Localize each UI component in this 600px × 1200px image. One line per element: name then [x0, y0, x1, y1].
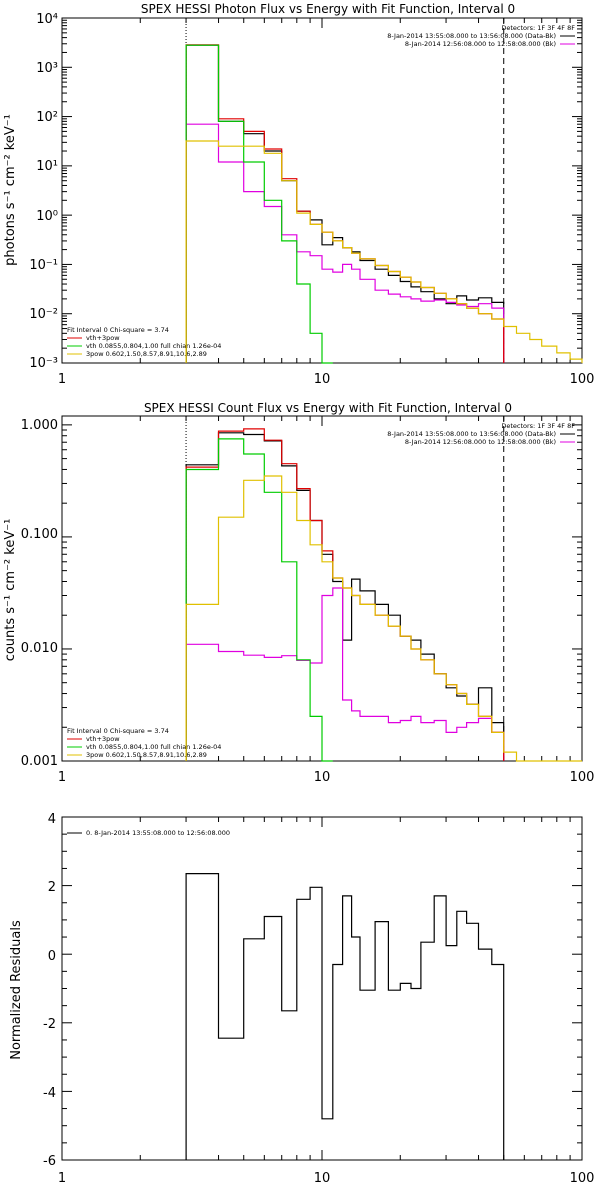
residuals-y-tick-neg4: -4 [43, 1086, 56, 1101]
count-series-bk [185, 587, 505, 761]
count-legend-detectors: Detectors: 1F 3F 4F 8F [501, 422, 575, 430]
count-y-tick-1.000: 1.000 [21, 418, 58, 433]
residuals-y-tick-neg2: -2 [43, 1017, 56, 1032]
count-y-tick-0.100: 0.100 [21, 527, 58, 542]
photon-series-data-bk [185, 44, 505, 363]
photon-series-3pow [185, 140, 583, 363]
residuals-y-axis-label: Normalized Residuals [9, 920, 24, 1060]
count-series-3pow [185, 475, 582, 762]
count-y-tick-0.010: 0.010 [21, 641, 58, 656]
photon-y-tick-1e2: 10² [36, 110, 58, 125]
count-y-axis-label: counts s⁻¹ cm⁻² keV⁻¹ [3, 519, 18, 662]
photon-y-axis-label: photons s⁻¹ cm⁻² keV⁻¹ [3, 114, 18, 266]
count-series-data-bk [185, 432, 505, 761]
photon-legend-vth: vth 0.0855,0.804,1.00 full chian 1.26e-0… [86, 342, 221, 350]
residuals-y-tick-2: 2 [48, 880, 56, 895]
photon-series-vth-3pow [185, 44, 505, 363]
residuals-y-tick-neg6: -6 [43, 1154, 56, 1169]
photon-y-tick-1e0: 10⁰ [36, 209, 58, 224]
photon-y-tick-1e-1: 10⁻¹ [29, 258, 58, 273]
count-x-tick-10: 10 [314, 770, 331, 785]
count-flux-panel: SPEX HESSI Count Flux vs Energy with Fit… [3, 401, 594, 785]
residuals-x-tick-100: 100 [570, 1171, 595, 1186]
count-series-vth-3pow [185, 428, 505, 761]
residuals-legend: 0. 8-Jan-2014 13:55:08.000 to 12:56:08.0… [67, 829, 230, 837]
photon-legend-detectors: Detectors: 1F 3F 4F 8F [501, 24, 575, 32]
photon-chart-marks [61, 17, 583, 364]
photon-legend-3pow: 3pow 0.602,1.50,8.57,8.91,10.6,2.89 [86, 350, 207, 358]
count-legend-fit-interval: Fit Interval 0 Chi-square = 3.74 [67, 727, 169, 735]
photon-legend-top: Detectors: 1F 3F 4F 8F 8-Jan-2014 13:55:… [387, 24, 575, 48]
residuals-legend-label: 0. 8-Jan-2014 13:55:08.000 to 12:56:08.0… [86, 829, 230, 837]
residuals-y-tick-4: 4 [48, 812, 56, 827]
count-y-tick-0.001: 0.001 [21, 754, 58, 769]
photon-x-tick-100: 100 [570, 372, 595, 387]
photon-series-vth [185, 44, 333, 364]
photon-legend-bottom: Fit Interval 0 Chi-square = 3.74 vth+3po… [67, 326, 221, 358]
photon-x-tick-1: 1 [58, 372, 66, 387]
photon-legend-data-bk: 8-Jan-2014 13:55:08.000 to 13:56:08.000 … [387, 32, 556, 40]
count-series-vth [185, 438, 333, 762]
count-legend-bk: 8-Jan-2014 12:56:08.000 to 12:58:08.000 … [405, 438, 556, 446]
count-legend-data-bk: 8-Jan-2014 13:55:08.000 to 13:56:08.000 … [387, 430, 556, 438]
photon-y-tick-1e-3: 10⁻³ [29, 356, 58, 371]
residuals-x-tick-10: 10 [314, 1171, 331, 1186]
photon-legend-bk: 8-Jan-2014 12:56:08.000 to 12:58:08.000 … [405, 40, 556, 48]
photon-y-tick-1e3: 10³ [36, 61, 58, 76]
residuals-x-tick-1: 1 [58, 1171, 66, 1186]
count-legend-top: Detectors: 1F 3F 4F 8F 8-Jan-2014 13:55:… [387, 422, 575, 446]
count-chart-marks [61, 416, 583, 762]
count-legend-model: vth+3pow [86, 735, 120, 743]
residuals-series-0 [185, 873, 505, 1160]
residuals-panel: Normalized Residuals 1 10 100 -6 -4 -2 0… [9, 812, 594, 1186]
count-x-tick-1: 1 [58, 770, 66, 785]
photon-legend-fit-interval: Fit Interval 0 Chi-square = 3.74 [67, 326, 169, 334]
photon-series-bk [185, 123, 505, 363]
photon-y-tick-1e1: 10¹ [36, 159, 58, 174]
count-legend-vth: vth 0.0855,0.804,1.00 full chian 1.26e-0… [86, 743, 221, 751]
count-x-tick-100: 100 [570, 770, 595, 785]
photon-legend-model: vth+3pow [86, 334, 120, 342]
photon-x-tick-10: 10 [314, 372, 331, 387]
count-legend-3pow: 3pow 0.602,1.50,8.57,8.91,10.6,2.89 [86, 751, 207, 759]
residuals-chart-marks [61, 816, 583, 1161]
residuals-y-tick-0: 0 [48, 949, 56, 964]
photon-panel-title: SPEX HESSI Photon Flux vs Energy with Fi… [141, 2, 515, 16]
photon-y-tick-1e-2: 10⁻² [29, 307, 58, 322]
count-legend-bottom: Fit Interval 0 Chi-square = 3.74 vth+3po… [67, 727, 221, 759]
photon-y-tick-1e4: 10⁴ [36, 12, 58, 27]
count-panel-title: SPEX HESSI Count Flux vs Energy with Fit… [144, 401, 512, 415]
photon-flux-panel: SPEX HESSI Photon Flux vs Energy with Fi… [3, 2, 594, 387]
